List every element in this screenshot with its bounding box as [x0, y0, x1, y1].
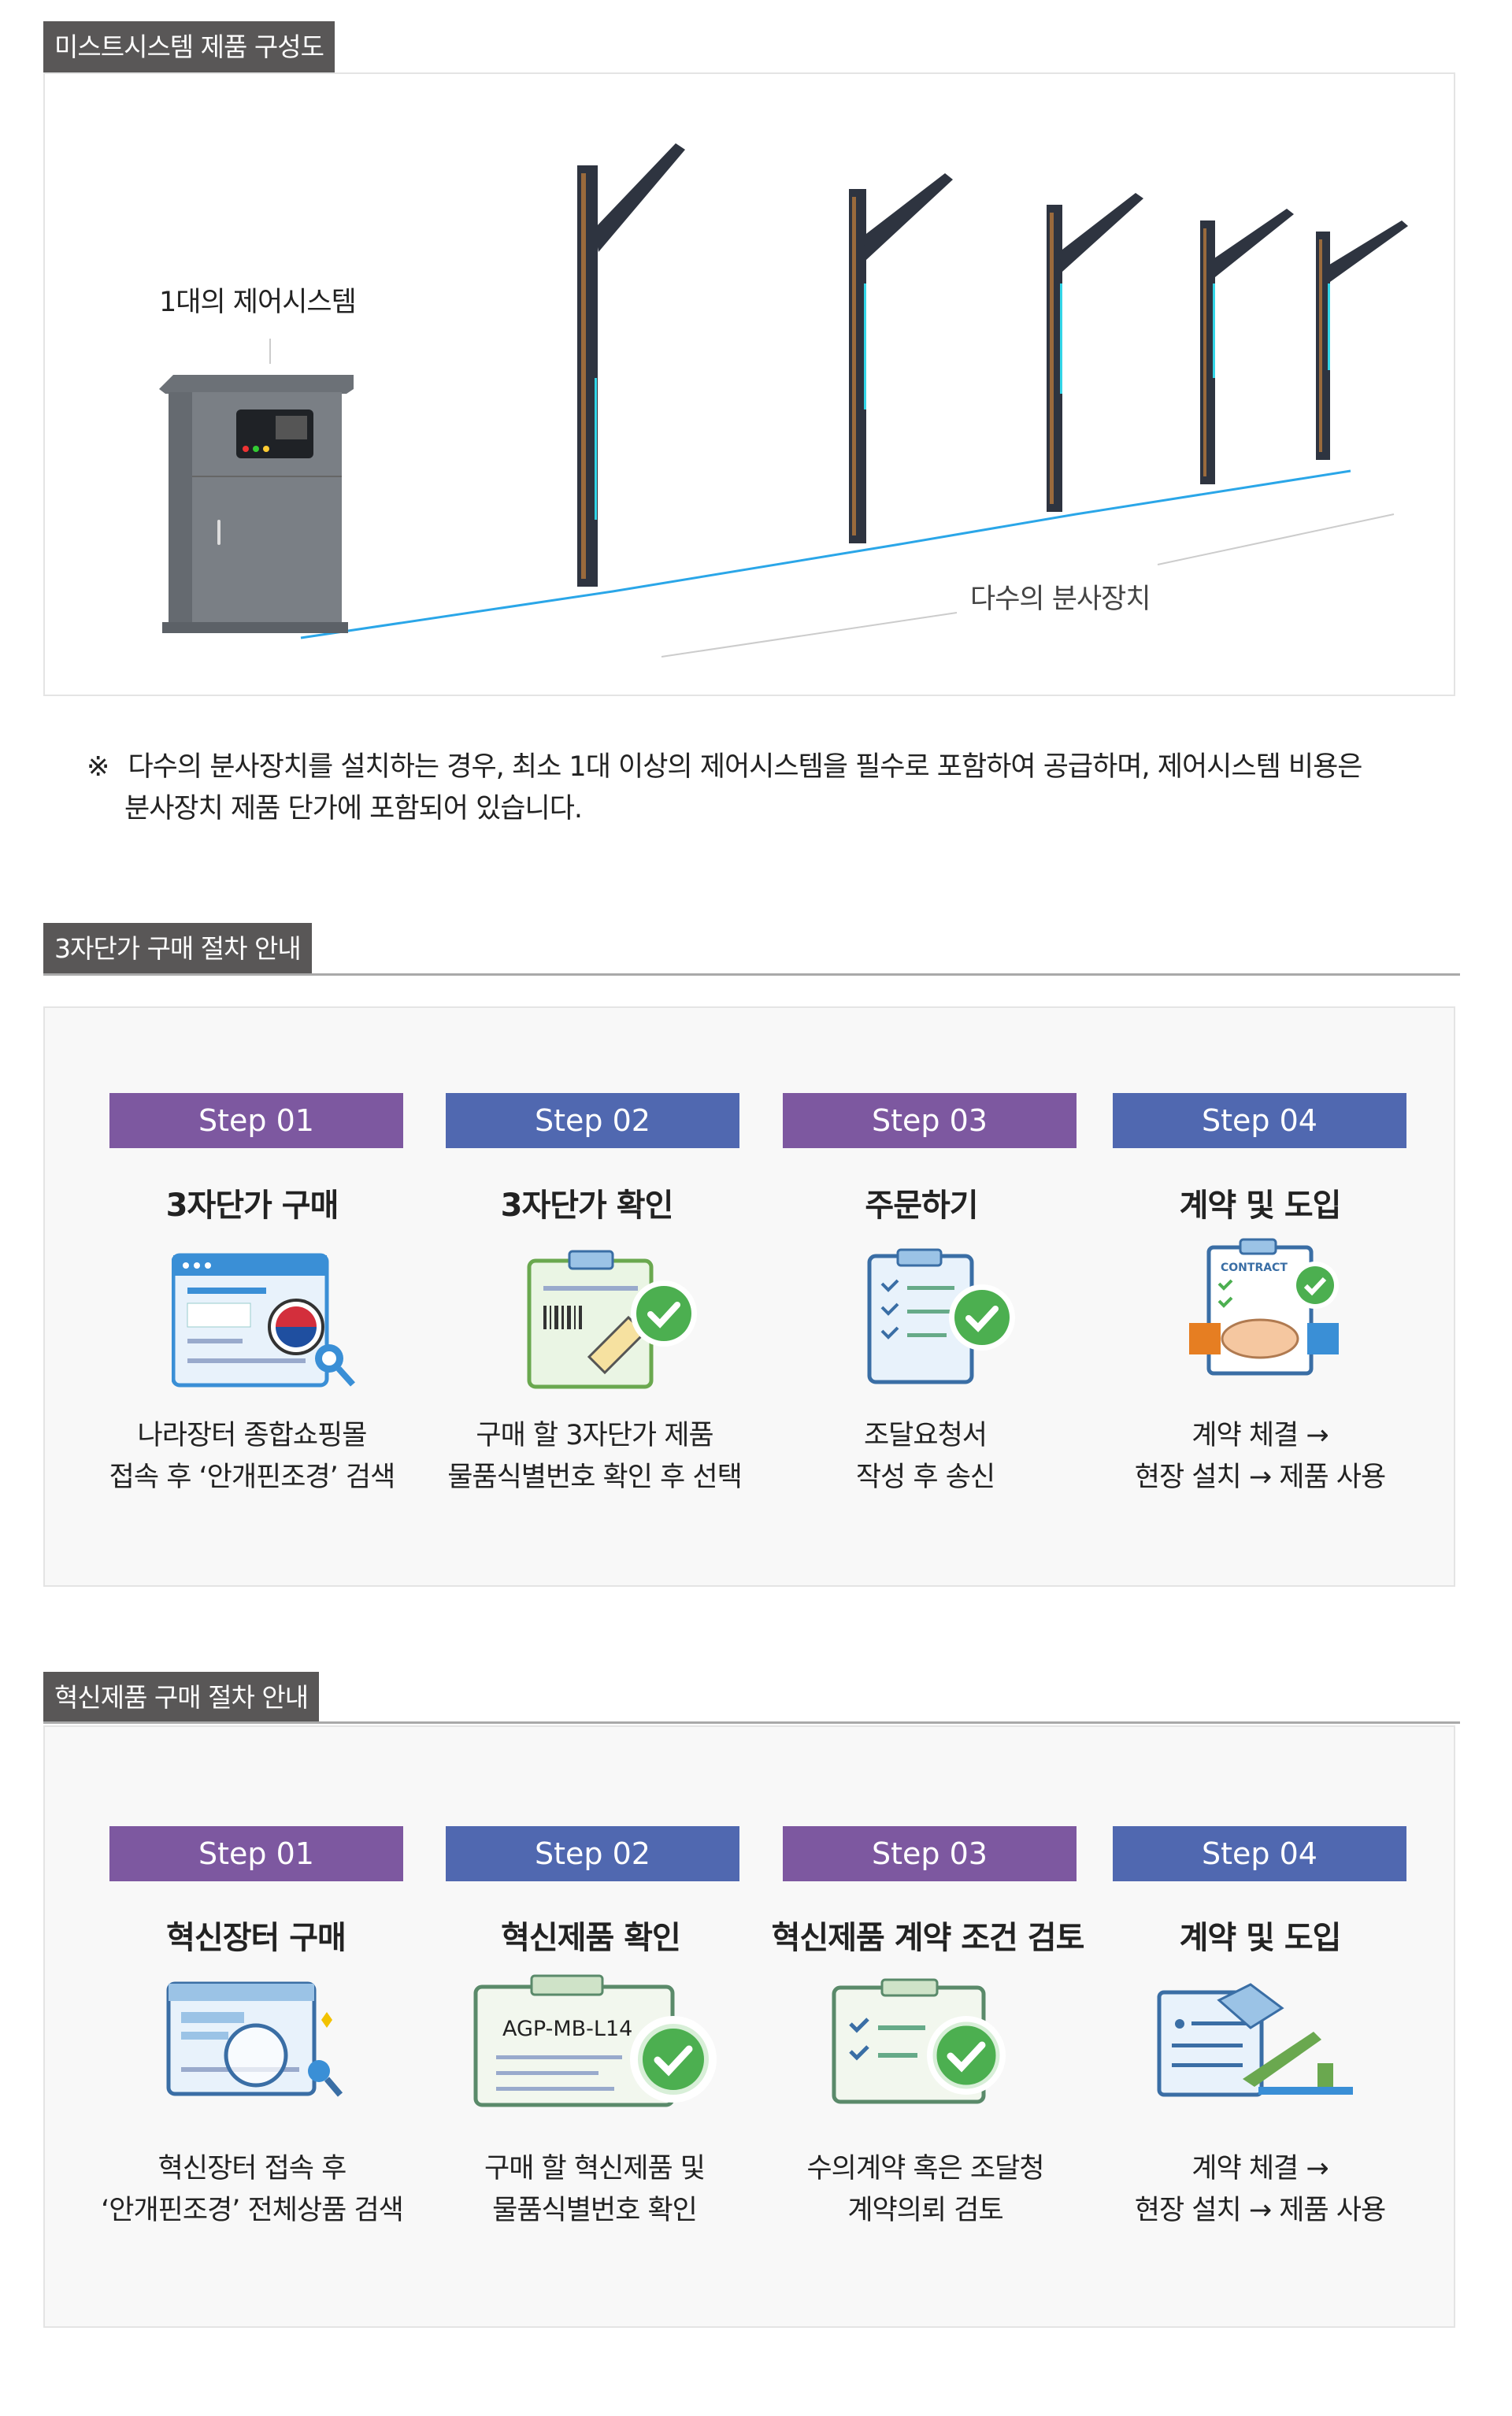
note-line-1: 다수의 분사장치를 설치하는 경우, 최소 1대 이상의 제어시스템을 필수로 …	[128, 751, 1362, 783]
desc-line: 현장 설치 → 제품 사용	[1134, 2195, 1386, 2226]
section-header-innovation: 혁신제품 구매 절차 안내	[43, 1672, 320, 1724]
barcode-check-icon	[527, 1250, 697, 1389]
mas-step-2-badge: Step 02	[446, 1093, 739, 1148]
product-id-check-icon: AGP-MB-L14	[473, 1974, 717, 2107]
mas-step-4-badge: Step 04	[1113, 1093, 1406, 1148]
desc-line: 작성 후 송신	[855, 1462, 995, 1493]
desc-line: 구매 할 3자단가 제품	[476, 1420, 713, 1451]
contract-handshake-icon	[1157, 1983, 1353, 2097]
browser-search-icon	[166, 1981, 343, 2097]
desc-line: 수의계약 혹은 조달청	[806, 2153, 1044, 2184]
desc-line: 물품식별번호 확인	[492, 2195, 698, 2226]
mas-step-3-badge: Step 03	[783, 1093, 1077, 1148]
inno-step-4-desc: 계약 체결 → 현장 설치 → 제품 사용	[1079, 2148, 1441, 2232]
mas-step-4-title: 계약 및 도입	[1179, 1188, 1342, 1224]
inno-step-3-title: 혁신제품 계약 조건 검토	[771, 1920, 1085, 1956]
note-line-2: 분사장치 제품 단가에 포함되어 있습니다.	[124, 793, 583, 824]
svg-text:CONTRACT: CONTRACT	[1221, 1262, 1288, 1274]
mas-step-4-desc: 계약 체결 → 현장 설치 → 제품 사용	[1079, 1415, 1441, 1499]
inno-step-1-badge: Step 01	[109, 1826, 403, 1881]
desc-line: 물품식별번호 확인 후 선택	[447, 1462, 743, 1493]
desc-line: 혁신장터 접속 후	[158, 2153, 347, 2184]
desc-line: ‘안개핀조경’ 전체상품 검색	[101, 2195, 404, 2226]
mas-step-3-title: 주문하기	[865, 1188, 978, 1224]
nozzle-label: 다수의 분사장치	[970, 584, 1151, 615]
desc-line: 접속 후 ‘안개핀조경’ 검색	[109, 1462, 396, 1493]
desc-line: 조달요청서	[863, 1420, 988, 1451]
desc-line: 계약 체결 →	[1191, 1420, 1329, 1451]
desc-line: 나라장터 종합쇼핑몰	[137, 1420, 368, 1451]
control-system-label: 1대의 제어시스템	[159, 287, 357, 318]
system-diagram-illustration	[159, 143, 1408, 658]
inno-step-1-desc: 혁신장터 접속 후 ‘안개핀조경’ 전체상품 검색	[71, 2148, 433, 2232]
shopping-mall-search-icon	[172, 1253, 355, 1388]
desc-line: 계약의뢰 검토	[847, 2195, 1003, 2226]
inno-step-2-title: 혁신제품 확인	[501, 1920, 681, 1956]
control-cabinet-image	[159, 375, 354, 633]
supply-note: ※ 다수의 분사장치를 설치하는 경우, 최소 1대 이상의 제어시스템을 필수…	[87, 747, 1363, 830]
desc-line: 계약 체결 →	[1191, 2153, 1329, 2184]
checklist-check-icon	[867, 1248, 1015, 1384]
inno-step-2-badge: Step 02	[446, 1826, 739, 1881]
desc-line: 구매 할 혁신제품 및	[484, 2153, 706, 2184]
pipe-line	[300, 469, 1351, 639]
mas-step-1-badge: Step 01	[109, 1093, 403, 1148]
note-mark: ※	[87, 751, 109, 783]
inno-step-4-badge: Step 04	[1113, 1826, 1406, 1881]
section-header-system: 미스트시스템 제품 구성도	[43, 21, 335, 73]
contract-handshake-icon: CONTRACT	[1189, 1238, 1339, 1376]
desc-line: 현장 설치 → 제품 사용	[1134, 1462, 1386, 1493]
svg-text:AGP-MB-L14: AGP-MB-L14	[502, 2017, 632, 2041]
inno-step-3-badge: Step 03	[783, 1826, 1077, 1881]
clipboard-check-icon	[832, 1978, 1006, 2104]
inno-step-4-title: 계약 및 도입	[1179, 1920, 1342, 1956]
nozzle-pole-images	[577, 143, 1408, 587]
mas-step-1-title: 3자단가 구매	[165, 1188, 339, 1224]
inno-step-1-title: 혁신장터 구매	[166, 1920, 346, 1956]
section-header-mas: 3자단가 구매 절차 안내	[43, 923, 312, 975]
system-diagram-panel	[43, 72, 1455, 696]
mas-step-2-title: 3자단가 확인	[500, 1188, 674, 1224]
